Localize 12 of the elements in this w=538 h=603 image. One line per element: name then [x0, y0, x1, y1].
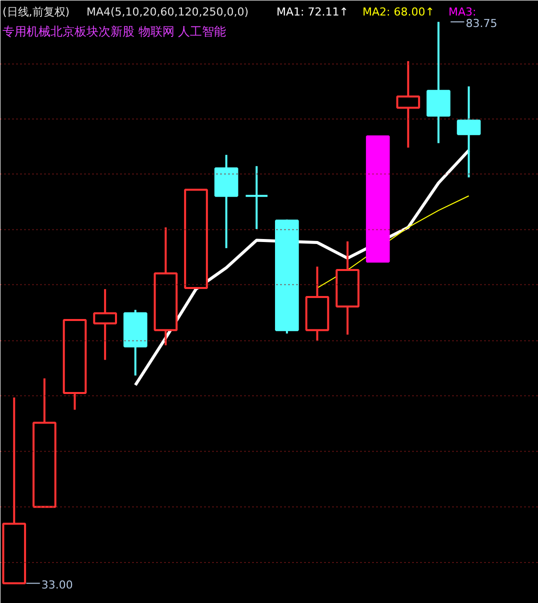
candlestick — [93, 288, 117, 361]
annotation: 专用机械北京板块次新股 物联网 人工智能 — [2, 24, 226, 38]
text: MA2: 68.00↑ — [362, 6, 434, 18]
text: MA1: 72.11↑ — [276, 6, 348, 18]
legend-label: MA3: — [448, 6, 476, 18]
annotation: 33.00 — [41, 578, 73, 592]
candlestick — [244, 165, 269, 230]
chart-title: (日线,前复权) — [2, 6, 70, 18]
candlestick — [396, 60, 420, 149]
candlestick — [456, 85, 481, 178]
annotation: 83.75 — [466, 16, 498, 30]
chart-subtitle: MA4(5,10,20,60,120,250,0,0) — [86, 6, 249, 18]
